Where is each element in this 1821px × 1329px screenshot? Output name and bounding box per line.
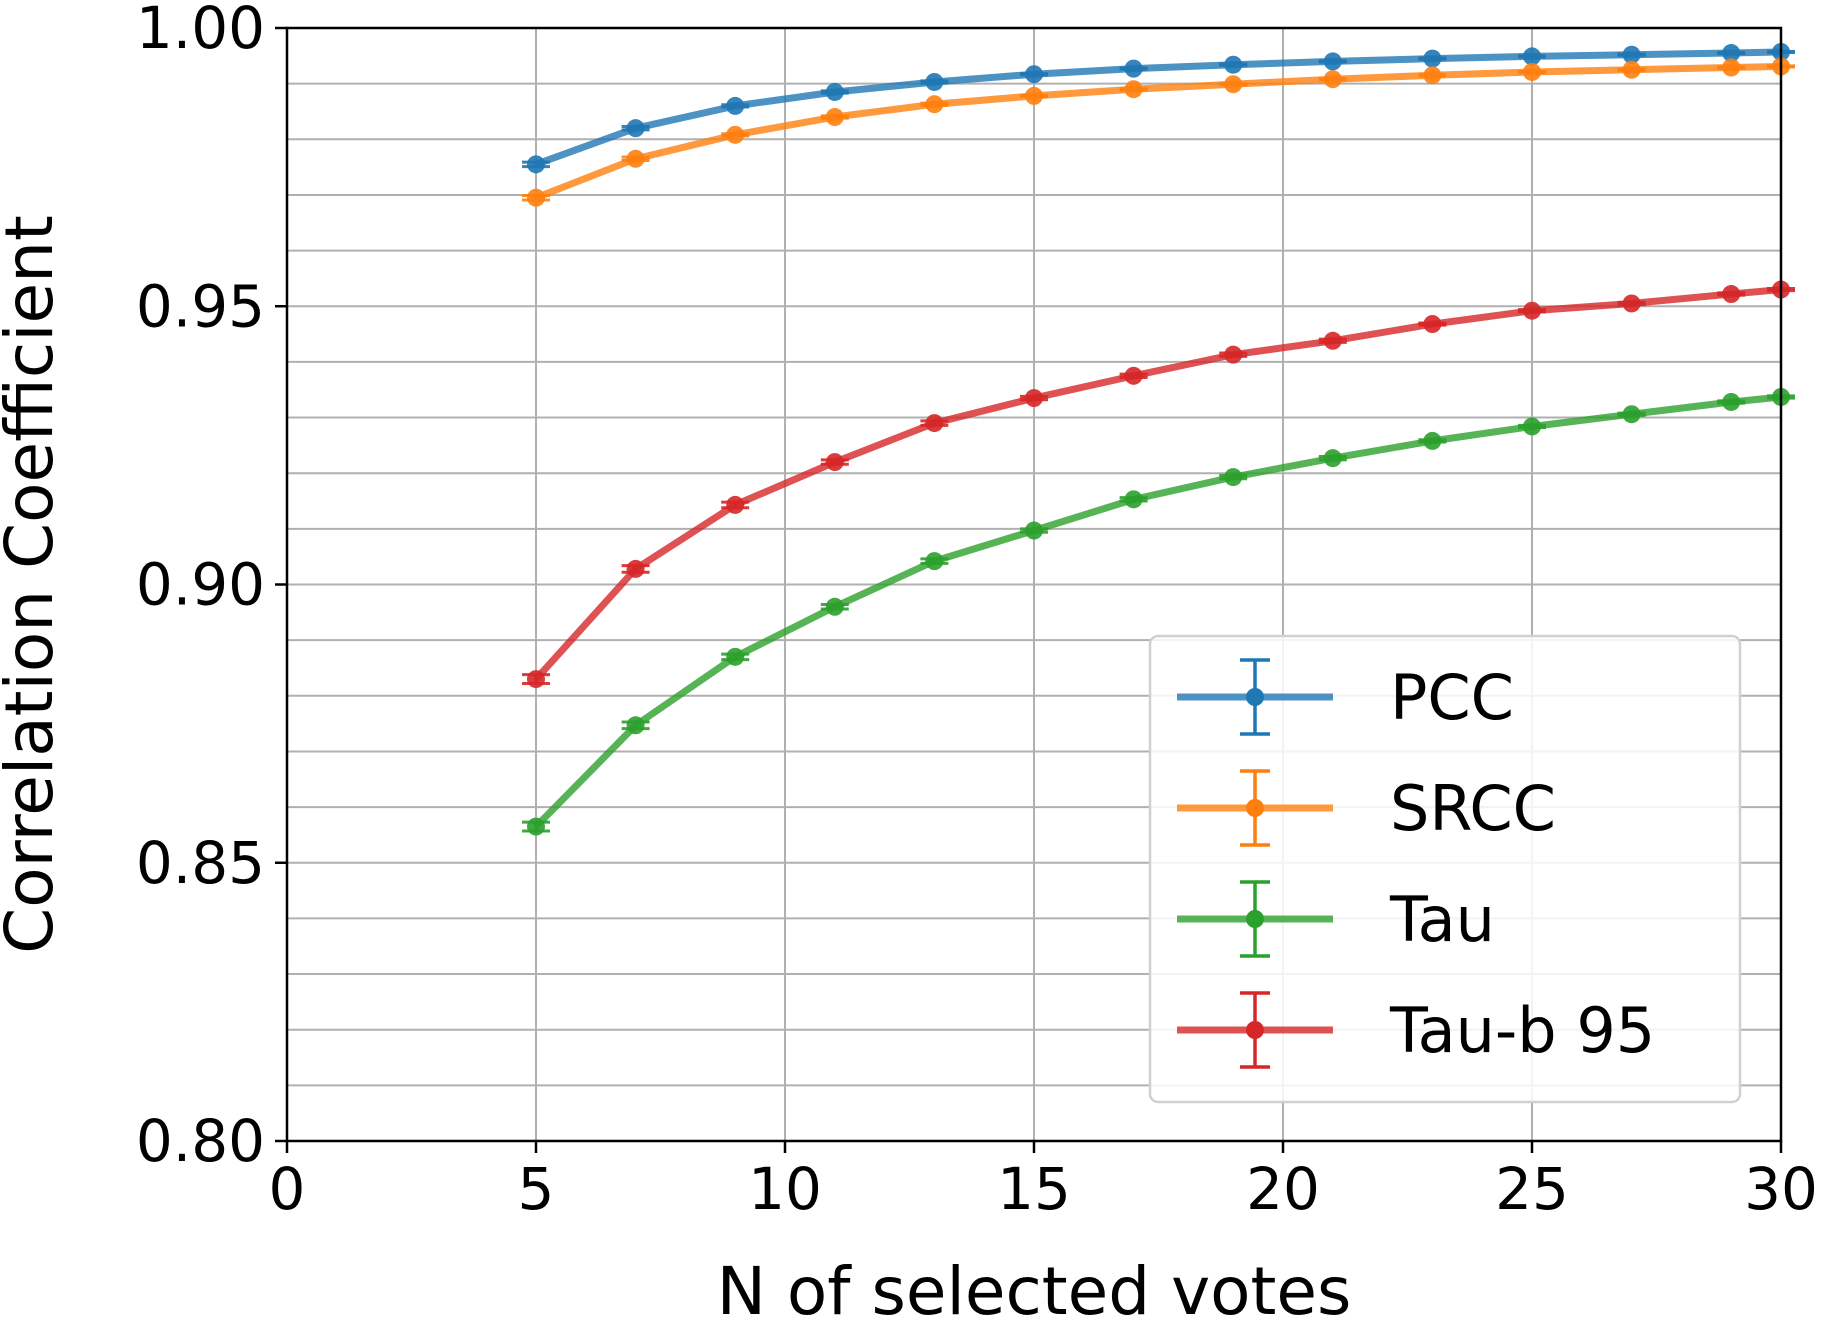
data-point — [825, 453, 844, 472]
data-point — [1722, 58, 1741, 77]
x-axis-label: N of selected votes — [717, 1253, 1352, 1329]
data-point — [1423, 315, 1442, 334]
x-tick-label: 5 — [518, 1155, 555, 1223]
data-point — [1622, 405, 1641, 424]
data-point — [1224, 468, 1243, 487]
data-point — [626, 716, 645, 735]
data-point — [626, 149, 645, 168]
x-tick-label: 10 — [748, 1155, 822, 1223]
data-point — [726, 647, 745, 666]
legend-label: Tau — [1389, 883, 1495, 956]
data-point — [1523, 47, 1541, 66]
data-point — [925, 414, 944, 433]
data-point — [1224, 75, 1243, 94]
legend-marker — [1246, 799, 1264, 817]
data-point — [726, 125, 745, 144]
data-point — [1423, 66, 1442, 85]
data-point — [1323, 70, 1342, 89]
data-point — [726, 96, 745, 115]
data-point — [1722, 285, 1741, 304]
data-point — [527, 188, 545, 207]
data-point — [527, 817, 545, 836]
data-point — [925, 552, 944, 571]
legend-label: Tau-b 95 — [1389, 994, 1655, 1067]
data-point — [1025, 521, 1043, 540]
data-point — [1622, 294, 1641, 313]
legend-marker — [1246, 1021, 1264, 1039]
data-point — [527, 155, 545, 174]
legend-item: PCC — [1177, 658, 1514, 736]
data-point — [1722, 44, 1741, 63]
legend-frame — [1148, 634, 1742, 1104]
data-point — [1124, 80, 1143, 99]
legend-label: PCC — [1390, 661, 1514, 734]
data-point — [626, 119, 645, 138]
series-pcc — [522, 42, 1795, 174]
series-line — [534, 48, 1782, 168]
data-point — [1323, 331, 1342, 350]
data-point — [1025, 389, 1043, 408]
legend-item: Tau — [1177, 880, 1495, 958]
data-point — [1224, 55, 1243, 74]
legend-marker — [1246, 910, 1264, 928]
data-point — [1224, 345, 1243, 364]
axis-ticks: 0 5 10 15 20 25 30 0.80 0.85 0.90 0.95 1.00 — [136, 0, 1818, 1223]
data-point — [527, 670, 545, 689]
data-point — [1523, 62, 1541, 81]
y-tick-label: 0.80 — [136, 1107, 265, 1175]
data-point — [1423, 431, 1442, 450]
legend-marker — [1246, 688, 1264, 706]
series-line — [533, 393, 1782, 830]
data-point — [726, 495, 745, 514]
data-point — [1124, 366, 1143, 385]
data-point — [1523, 301, 1541, 320]
data-point — [1323, 449, 1342, 468]
y-axis-label: Correlation Coefficient — [0, 215, 68, 954]
legend-item: SRCC — [1177, 769, 1556, 847]
legend-label: SRCC — [1390, 772, 1556, 845]
data-point — [1622, 60, 1641, 79]
data-point — [825, 108, 844, 127]
data-point — [1124, 490, 1143, 509]
x-tick-label: 15 — [997, 1155, 1071, 1223]
data-point — [825, 82, 844, 101]
y-tick-label: 1.00 — [136, 0, 265, 62]
x-tick-label: 20 — [1246, 1155, 1320, 1223]
x-tick-label: 25 — [1495, 1155, 1569, 1223]
x-tick-label: 30 — [1744, 1155, 1818, 1223]
data-point — [1025, 86, 1043, 105]
y-tick-label: 0.90 — [136, 551, 265, 619]
series-tau-b-95 — [522, 280, 1795, 689]
y-tick-label: 0.85 — [136, 829, 265, 897]
data-point — [626, 559, 645, 578]
data-point — [1423, 49, 1442, 68]
series-srcc — [522, 57, 1795, 207]
data-point — [1622, 45, 1641, 64]
series-tau — [522, 387, 1795, 836]
data-point — [1124, 59, 1143, 78]
data-point — [1323, 52, 1342, 71]
data-point — [825, 597, 844, 616]
series-layer — [522, 42, 1795, 836]
data-point — [925, 72, 944, 91]
data-point — [1722, 392, 1741, 411]
legend-item: Tau-b 95 — [1177, 991, 1655, 1069]
x-tick-label: 0 — [269, 1155, 306, 1223]
y-tick-label: 0.95 — [136, 272, 265, 340]
data-point — [1025, 65, 1043, 84]
data-point — [925, 95, 944, 114]
series-line — [533, 286, 1782, 682]
series-line — [534, 62, 1782, 201]
legend: PCC SRCC Tau Tau-b 95 — [1148, 634, 1742, 1104]
data-point — [1523, 417, 1541, 436]
